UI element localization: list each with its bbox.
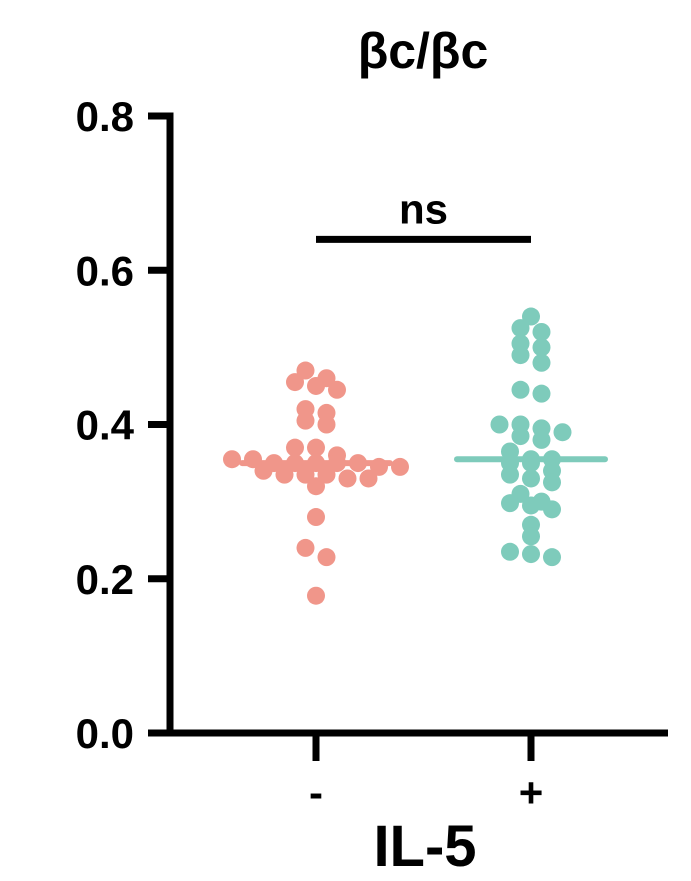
significance-label: ns <box>399 185 448 232</box>
data-point <box>317 415 336 434</box>
data-point <box>501 465 519 484</box>
data-point <box>223 450 241 469</box>
data-points <box>223 307 572 605</box>
data-point <box>317 465 336 484</box>
data-point <box>543 473 561 492</box>
data-point <box>359 469 378 488</box>
data-point <box>532 322 551 341</box>
x-tick-label: - <box>309 769 323 816</box>
data-point <box>522 496 540 515</box>
data-point <box>307 438 325 457</box>
data-point <box>286 373 304 392</box>
data-point <box>511 346 530 365</box>
y-tick-label: 0.6 <box>76 247 134 294</box>
data-point <box>296 411 315 430</box>
y-tick-label: 0.0 <box>76 710 134 757</box>
data-point <box>532 384 551 403</box>
data-point <box>275 465 294 484</box>
data-point <box>307 477 325 496</box>
data-point <box>296 361 315 380</box>
data-point <box>522 527 540 546</box>
data-point <box>307 508 325 527</box>
data-point <box>522 307 540 326</box>
data-point <box>511 427 530 446</box>
data-point <box>522 545 540 564</box>
y-axis: 0.0 0.2 0.4 0.6 0.8 <box>76 93 174 757</box>
data-point <box>296 538 315 557</box>
data-point <box>511 319 530 338</box>
data-point <box>296 465 315 484</box>
data-point <box>532 353 551 372</box>
x-tick-label: + <box>519 769 544 816</box>
data-point <box>522 469 540 488</box>
data-point <box>317 548 336 567</box>
data-point <box>543 548 561 567</box>
data-point <box>501 494 519 513</box>
data-point <box>307 586 325 605</box>
data-point <box>328 380 346 399</box>
data-point <box>391 457 409 476</box>
x-axis-label: IL-5 <box>373 814 476 879</box>
data-point <box>307 376 325 395</box>
x-axis: - + <box>167 729 668 816</box>
y-tick-label: 0.2 <box>76 556 134 603</box>
data-point <box>338 469 357 488</box>
data-point <box>490 415 509 434</box>
data-point <box>501 542 519 561</box>
median-lines <box>239 456 608 467</box>
data-point <box>553 423 572 442</box>
data-point <box>543 500 561 519</box>
data-point <box>532 338 551 357</box>
y-tick-label: 0.8 <box>76 93 134 140</box>
significance-annotation: ns <box>316 185 531 243</box>
data-point <box>286 438 304 457</box>
chart-title: βc/βc <box>358 23 489 79</box>
data-point <box>511 380 530 399</box>
data-point <box>254 461 273 480</box>
y-tick-label: 0.4 <box>76 402 135 449</box>
data-point <box>532 430 551 449</box>
